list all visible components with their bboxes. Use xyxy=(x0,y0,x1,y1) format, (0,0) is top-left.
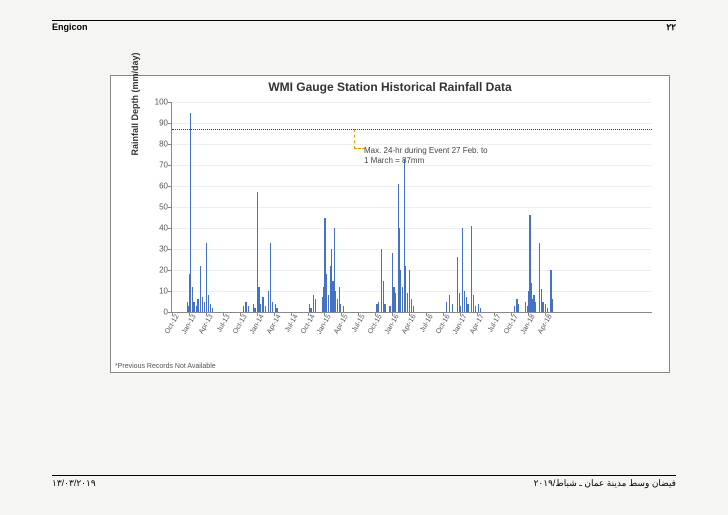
ytick-label: 40 xyxy=(159,224,172,233)
xtick-label: Apr-16 xyxy=(399,312,418,335)
data-bar xyxy=(262,297,263,312)
y-axis-label: Rainfall Depth (mm/day) xyxy=(130,52,140,155)
data-bar xyxy=(272,302,273,313)
data-bar xyxy=(248,306,249,312)
data-bar xyxy=(343,306,344,312)
xtick-label: Jul-14 xyxy=(281,312,299,334)
header-right: ٢٢ xyxy=(666,22,676,33)
threshold-callout: Max. 24-hr during Event 27 Feb. to1 Marc… xyxy=(364,146,488,165)
gridline xyxy=(172,270,652,271)
gridline xyxy=(172,291,652,292)
xtick-label: Jan-15 xyxy=(314,312,333,336)
data-bar xyxy=(315,299,316,312)
plot-area: Rainfall Depth (mm/day) 0102030405060708… xyxy=(171,102,652,313)
gridline xyxy=(172,228,652,229)
data-bar xyxy=(514,306,515,312)
data-bar xyxy=(547,308,548,312)
data-bar xyxy=(197,299,198,312)
data-bar xyxy=(542,302,543,313)
data-bar xyxy=(545,304,546,312)
xtick-label: Apr-13 xyxy=(195,312,214,335)
xtick-label: Jan-13 xyxy=(178,312,197,336)
callout-line1: Max. 24-hr during Event 27 Feb. to xyxy=(364,146,488,155)
footer-right-date: ١٣/٠٣/٢٠١٩ xyxy=(52,478,96,489)
gridline xyxy=(172,123,652,124)
chart-title: WMI Gauge Station Historical Rainfall Da… xyxy=(111,80,669,94)
xtick-label: Apr-17 xyxy=(466,312,485,335)
data-bar xyxy=(190,113,191,313)
xtick-label: Oct-14 xyxy=(297,312,316,335)
data-bar xyxy=(407,293,408,312)
xtick-label: Jan-14 xyxy=(246,312,265,336)
ytick-label: 30 xyxy=(159,245,172,254)
xtick-label: Apr-15 xyxy=(331,312,350,335)
header-left: Engicon xyxy=(52,22,88,33)
data-bar xyxy=(389,306,390,312)
callout-line2: 1 March = 87mm xyxy=(364,156,424,165)
page-footer: فيضان وسط مدينة عمان ـ شباط/٢٠١٩ ١٣/٠٣/٢… xyxy=(52,475,676,489)
data-bar xyxy=(212,308,213,312)
ytick-label: 10 xyxy=(159,287,172,296)
ytick-label: 70 xyxy=(159,161,172,170)
ytick-label: 60 xyxy=(159,182,172,191)
data-bar xyxy=(446,302,447,313)
xtick-label: Apr-18 xyxy=(534,312,553,335)
data-bar xyxy=(265,306,266,312)
footer-left-text: فيضان وسط مدينة عمان ـ شباط/٢٠١٩ xyxy=(534,478,676,489)
gridline xyxy=(172,102,652,103)
gridline xyxy=(172,186,652,187)
xtick-label: Oct-13 xyxy=(229,312,248,335)
data-bar xyxy=(535,302,536,313)
xtick-label: Jan-17 xyxy=(449,312,468,336)
data-bar xyxy=(193,302,194,313)
data-bar xyxy=(475,306,476,312)
data-bar xyxy=(552,299,553,312)
gridline xyxy=(172,144,652,145)
data-bar xyxy=(467,304,468,312)
gridline xyxy=(172,207,652,208)
ytick-label: 50 xyxy=(159,203,172,212)
data-bar xyxy=(394,293,395,312)
data-bar xyxy=(204,302,205,313)
data-bar xyxy=(462,228,463,312)
data-bar xyxy=(270,243,271,312)
threshold-line xyxy=(172,129,652,130)
data-bar xyxy=(449,295,450,312)
ytick-label: 90 xyxy=(159,119,172,128)
data-bar xyxy=(413,306,414,312)
xtick-label: Oct-16 xyxy=(433,312,452,335)
ytick-label: 80 xyxy=(159,140,172,149)
data-bar xyxy=(208,295,209,312)
ytick-label: 100 xyxy=(155,98,172,107)
data-bar xyxy=(480,308,481,312)
xtick-label: Oct-17 xyxy=(500,312,519,335)
chart-frame: WMI Gauge Station Historical Rainfall Da… xyxy=(110,75,670,373)
data-bar xyxy=(260,304,261,312)
data-bar xyxy=(328,295,329,312)
gridline xyxy=(172,249,652,250)
chart-footnote: *Previous Records Not Available xyxy=(115,363,216,370)
ytick-label: 20 xyxy=(159,266,172,275)
page-header: Engicon ٢٢ xyxy=(52,20,676,33)
data-bar xyxy=(340,304,341,312)
data-bar xyxy=(243,306,244,312)
xtick-label: Jan-16 xyxy=(382,312,401,336)
xtick-label: Apr-14 xyxy=(263,312,282,335)
data-bar xyxy=(245,302,246,313)
data-bar xyxy=(518,304,519,312)
data-bar xyxy=(310,308,311,312)
xtick-label: Oct-15 xyxy=(365,312,384,335)
data-bar xyxy=(276,308,277,312)
data-bar xyxy=(384,304,385,312)
data-bar xyxy=(378,302,379,313)
data-bar xyxy=(254,308,255,312)
data-bar xyxy=(452,304,453,312)
xtick-label: Jan-18 xyxy=(517,312,536,336)
